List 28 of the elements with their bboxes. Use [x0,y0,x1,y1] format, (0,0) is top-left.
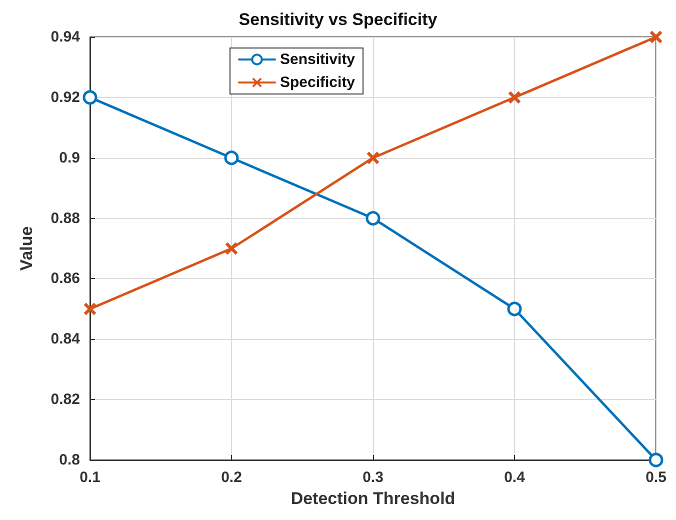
point [507,302,522,316]
x-tick-label: 0.1 [80,469,100,486]
point [367,152,379,164]
y-tick-label: 0.84 [50,330,81,348]
point [366,211,380,226]
point [648,452,664,468]
x-tick-label: 0.2 [221,469,242,486]
x-tick-label: 0.4 [504,469,526,486]
point [224,150,239,166]
x-tick-label: 0.5 [646,469,666,486]
x-tick-label: 0.3 [362,469,384,486]
y-axis-title: Value [17,226,36,271]
chart-title: Sensitivity vs Specificity [238,10,438,29]
y-tick-label: 0.88 [50,210,80,227]
x-axis-title: Detection Threshold [290,489,456,508]
point [84,302,96,315]
legend-label: Sensitivity [280,51,356,68]
y-tick-label: 0.9 [59,149,80,166]
point [650,31,662,43]
y-tick-label: 0.86 [50,270,80,288]
y-tick-label: 0.92 [50,88,80,106]
point [82,90,98,105]
legend-label: Specificity [280,74,356,91]
y-tick-label: 0.94 [50,28,81,46]
y-tick-label: 0.82 [50,391,80,408]
y-tick-label: 0.8 [59,452,80,468]
point [226,242,238,254]
point [508,91,520,104]
